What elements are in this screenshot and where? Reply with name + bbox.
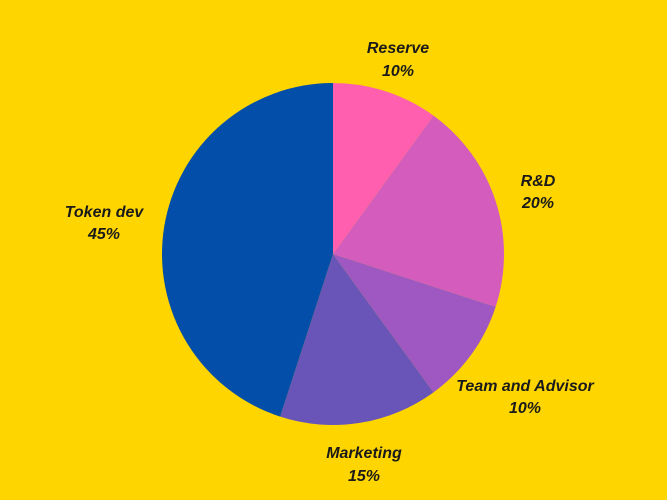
pie-slice-marketing — [280, 254, 434, 425]
slice-label-name: Marketing — [326, 445, 402, 462]
slice-label-name: Token dev — [65, 204, 145, 221]
pie-slice-r-d — [333, 115, 504, 307]
slice-label-percent: 20% — [521, 195, 554, 212]
pie-slice-token-dev — [162, 83, 333, 417]
pie-labels: Reserve 10% R&D 20% Team and Advisor 10% Marke… — [65, 40, 595, 485]
pie-slice-team-and-advisor — [333, 254, 496, 393]
slice-label-percent: 10% — [382, 63, 414, 80]
slice-label-name: Team and Advisor — [456, 378, 594, 395]
slice-label-percent: 10% — [509, 400, 541, 417]
slice-label-percent: 15% — [348, 468, 380, 485]
slice-label-name: Reserve — [367, 40, 429, 57]
slice-label-percent: 45% — [87, 226, 120, 243]
slice-label-name: R&D — [521, 173, 556, 190]
pie-slice-reserve — [333, 83, 434, 254]
pie-slices — [162, 83, 504, 425]
